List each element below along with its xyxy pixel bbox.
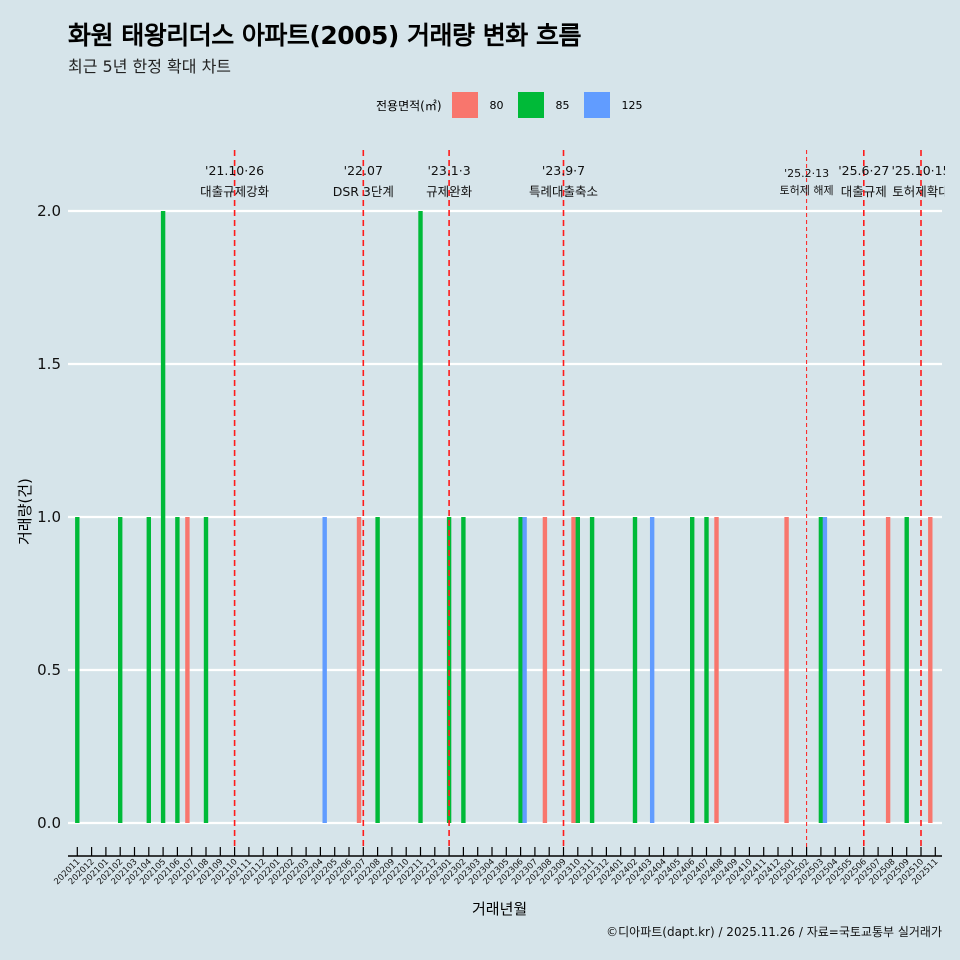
- bar-85: [518, 517, 523, 823]
- legend-swatch-85: [517, 92, 544, 118]
- event-label: 대출규제: [841, 184, 887, 199]
- bar-85: [461, 517, 466, 823]
- bar-80: [185, 517, 190, 823]
- event-label: 규제완화: [426, 184, 473, 199]
- bar-80: [571, 517, 576, 823]
- bar-80: [714, 517, 719, 823]
- bar-80: [928, 517, 933, 823]
- bar-85: [632, 517, 638, 823]
- event-label: 대출규제강화: [200, 184, 270, 199]
- bar-85: [118, 517, 123, 823]
- y-tick-label: 1.5: [37, 355, 61, 373]
- event-date: '25.2·13: [784, 167, 829, 180]
- event-label: 토허제확대: [892, 184, 950, 199]
- bar-85: [690, 517, 695, 823]
- y-tick-label: 0.0: [37, 814, 61, 832]
- bar-80: [784, 517, 789, 823]
- y-tick-label: 2.0: [37, 202, 61, 220]
- bar-85: [704, 517, 709, 823]
- bar-85: [904, 517, 909, 823]
- legend-swatch-125: [583, 92, 610, 118]
- event-label: 특례대출축소: [529, 184, 598, 199]
- y-tick-label: 0.5: [37, 661, 61, 679]
- bar-125: [522, 517, 527, 823]
- event-date: '25.10·15: [891, 163, 950, 178]
- legend: 전용면적(㎡) 80 85 125: [376, 92, 657, 118]
- bar-85: [818, 517, 824, 823]
- bar-125: [822, 517, 828, 823]
- event-label: DSR 3단계: [333, 184, 394, 199]
- bar-85: [589, 517, 595, 823]
- chart-title: 화원 태왕리더스 아파트(2005) 거래량 변화 흐름: [68, 21, 581, 50]
- bar-85: [575, 517, 580, 823]
- x-axis-title: 거래년월: [472, 900, 528, 918]
- bar-85: [418, 211, 423, 823]
- bar-80: [542, 517, 548, 823]
- event-label: 토허제 해제: [780, 183, 834, 197]
- bar-85: [146, 517, 151, 823]
- legend-label-125: 125: [621, 98, 643, 112]
- caption: ©디아파트(dapt.kr) / 2025.11.26 / 자료=국토교통부 실…: [606, 925, 942, 939]
- bar-125: [322, 517, 327, 823]
- bar-85: [375, 517, 380, 823]
- bar-85: [160, 211, 166, 823]
- event-annotations: '21.10·26 대출규제강화 '22.07 DSR 3단계 '23.1·3 규제완화 '…: [200, 150, 950, 850]
- event-date: '23.1·3: [427, 163, 470, 178]
- y-axis-title: 거래량(건): [16, 478, 34, 545]
- event-date: '21.10·26: [205, 163, 264, 178]
- bar-85: [75, 517, 80, 823]
- y-tick-label: 1.0: [37, 508, 61, 526]
- legend-label-85: 85: [555, 98, 570, 112]
- bar-80: [356, 517, 362, 823]
- bar-85: [175, 517, 180, 823]
- legend-title: 전용면적(㎡): [376, 98, 442, 113]
- event-date: '23.9·7: [542, 163, 585, 178]
- chart-subtitle: 최근 5년 한정 확대 차트: [68, 57, 232, 76]
- bar-85: [203, 517, 209, 823]
- event-date: '22.07: [344, 163, 383, 178]
- bar-125: [649, 517, 655, 823]
- event-date: '25.6·27: [838, 163, 889, 178]
- legend-swatch-80: [451, 92, 478, 118]
- bar-80: [885, 517, 891, 823]
- legend-label-80: 80: [489, 98, 504, 112]
